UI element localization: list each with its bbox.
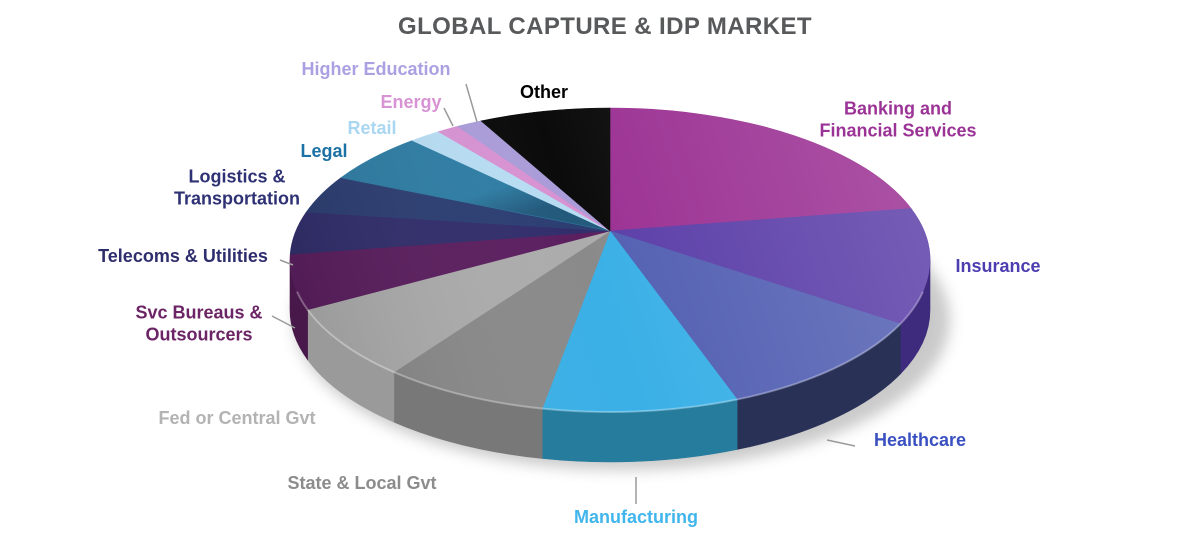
slice-label-healthcare: Healthcare <box>873 430 967 451</box>
pie-bevel-highlight <box>296 291 924 413</box>
slice-label-state_gvt: State & Local Gvt <box>287 473 437 494</box>
leader-line-svc_bureaus <box>271 315 296 329</box>
slice-label-retail: Retail <box>347 118 397 139</box>
slice-label-higher_education: Higher Education <box>301 59 451 80</box>
slice-label-telecoms: Telecoms & Utilities <box>98 246 268 267</box>
chart-title: GLOBAL CAPTURE & IDP MARKET <box>398 13 812 40</box>
leader-lines <box>271 83 856 504</box>
slice-label-logistics: Logistics & Transportation <box>173 166 301 208</box>
leader-line-healthcare <box>826 439 856 447</box>
slice-label-manufacturing: Manufacturing <box>574 507 698 528</box>
slice-label-svc_bureaus: Svc Bureaus & Outsourcers <box>135 302 263 344</box>
slice-label-energy: Energy <box>380 92 442 113</box>
slice-label-insurance: Insurance <box>955 256 1041 277</box>
slice-label-legal: Legal <box>300 141 348 162</box>
slice-label-banking: Banking and Financial Services <box>819 98 977 140</box>
slice-label-fed_gvt: Fed or Central Gvt <box>158 408 316 429</box>
slice-label-other: Other <box>519 82 569 103</box>
leader-line-higher_education <box>465 83 478 123</box>
pie-sheen <box>290 108 930 412</box>
leader-line-energy <box>443 107 454 127</box>
leader-line-telecoms <box>279 259 294 266</box>
